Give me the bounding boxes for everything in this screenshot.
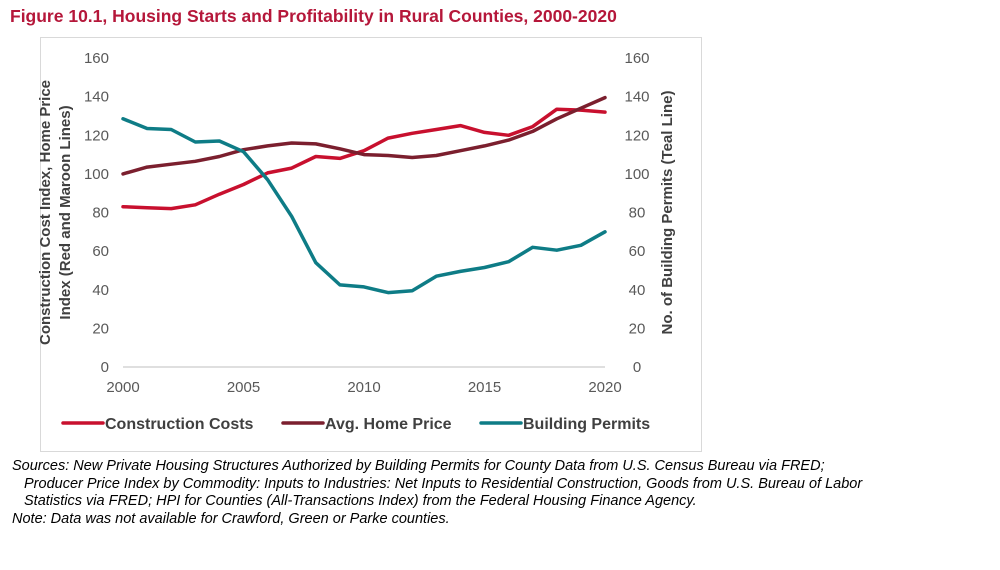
- series-line-avg-home-price: [121, 95, 607, 176]
- y-left-tick-label: 100: [84, 166, 109, 183]
- y-right-tick-label: 80: [629, 205, 646, 222]
- figure-title: Figure 10.1, Housing Starts and Profitab…: [10, 6, 617, 26]
- sources-line-1: Sources: New Private Housing Structures …: [12, 458, 825, 474]
- y-left-tick-label: 20: [92, 320, 109, 337]
- y-right-tick-label: 100: [624, 166, 649, 183]
- series-line-building-permits: [121, 117, 607, 295]
- y-right-tick-label: 20: [629, 320, 646, 337]
- x-tick-label: 2015: [468, 379, 501, 396]
- line-chart: 0 20 40 60 80 100 120 140 160 0 20 40 60 80 100 120 140 1…: [37, 50, 676, 433]
- y-left-tick-label: 140: [84, 89, 109, 106]
- sources-line-2: Producer Price Index by Commodity: Input…: [24, 475, 863, 492]
- y-left-tick-label: 0: [101, 359, 109, 376]
- y-right-tick-label: 40: [629, 282, 646, 299]
- series-line-construction-costs: [121, 107, 607, 211]
- y-left-tick-label: 120: [84, 127, 109, 144]
- legend-label-building-permits: Building Permits: [523, 416, 650, 433]
- y-left-axis-title-line-1: Construction Cost Index, Home Price: [37, 80, 54, 345]
- x-tick-label: 2020: [588, 379, 621, 396]
- y-left-axis-title-line-2: Index (Red and Maroon Lines): [57, 105, 74, 319]
- y-right-tick-label: 0: [633, 359, 641, 376]
- y-left-tick-label: 60: [92, 243, 109, 260]
- y-left-tick-label: 40: [92, 282, 109, 299]
- y-right-tick-label: 160: [624, 50, 649, 67]
- y-right-axis-title: No. of Building Permits (Teal Line): [659, 91, 676, 335]
- sources-line-3: Statistics via FRED; HPI for Counties (A…: [24, 493, 697, 509]
- chart-frame: [40, 37, 702, 452]
- legend-label-construction-costs: Construction Costs: [105, 416, 254, 433]
- legend-label-avg-home-price: Avg. Home Price: [325, 416, 452, 433]
- y-right-tick-label: 140: [624, 89, 649, 106]
- y-right-tick-label: 60: [629, 243, 646, 260]
- y-right-tick-label: 120: [624, 127, 649, 144]
- x-tick-label: 2010: [347, 379, 380, 396]
- y-left-tick-label: 160: [84, 50, 109, 67]
- x-tick-label: 2005: [227, 379, 260, 396]
- note-line: Note: Data was not available for Crawfor…: [12, 510, 450, 527]
- sources-notes: Sources: New Private Housing Structures …: [12, 458, 987, 528]
- x-tick-label: 2000: [106, 379, 139, 396]
- y-left-tick-label: 80: [92, 205, 109, 222]
